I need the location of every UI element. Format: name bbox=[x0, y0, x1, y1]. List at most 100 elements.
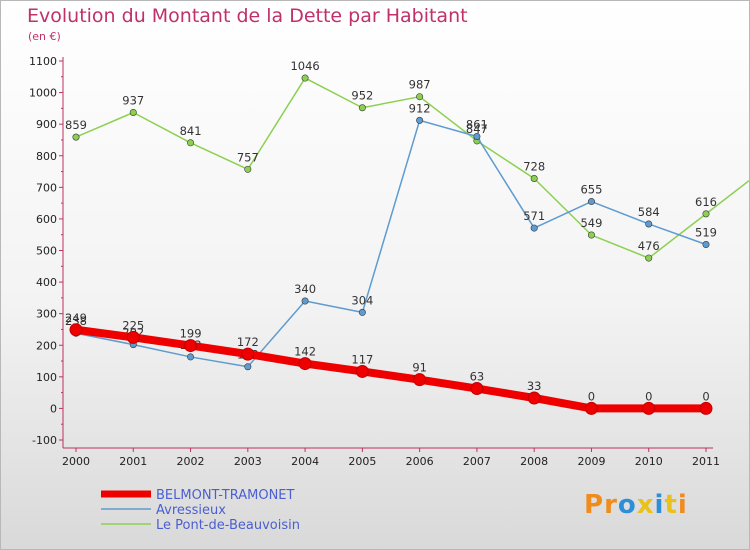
data-point bbox=[355, 364, 369, 378]
chart-unit: (en €) bbox=[28, 30, 61, 43]
data-label: 33 bbox=[527, 379, 542, 393]
data-point bbox=[645, 254, 653, 262]
data-label: 249 bbox=[65, 311, 87, 325]
y-tick-label: 200 bbox=[36, 339, 57, 352]
x-tick-label: 2003 bbox=[234, 455, 262, 468]
x-tick-label: 2009 bbox=[577, 455, 605, 468]
legend-label: Le Pont-de-Beauvoisin bbox=[156, 518, 300, 533]
data-label: 549 bbox=[580, 216, 602, 230]
x-tick-label: 2002 bbox=[177, 455, 205, 468]
y-tick-label: 400 bbox=[36, 276, 57, 289]
data-point bbox=[470, 382, 484, 396]
data-point bbox=[587, 198, 595, 206]
data-point bbox=[358, 104, 366, 112]
data-point bbox=[416, 116, 424, 124]
data-label: 861 bbox=[466, 117, 488, 131]
data-point bbox=[187, 353, 195, 361]
data-point bbox=[69, 323, 83, 337]
data-point bbox=[187, 139, 195, 147]
data-label: 63 bbox=[470, 370, 485, 384]
data-label: 91 bbox=[412, 361, 427, 375]
data-label: 0 bbox=[702, 389, 709, 403]
data-label: 859 bbox=[65, 118, 87, 132]
data-label: 117 bbox=[351, 352, 373, 366]
y-tick-label: 100 bbox=[36, 371, 57, 384]
proxiti-logo: Proxiti bbox=[584, 490, 688, 520]
y-tick-label: 800 bbox=[36, 150, 57, 163]
y-tick-label: 500 bbox=[36, 245, 57, 258]
y-tick-label: 300 bbox=[36, 308, 57, 321]
data-point bbox=[184, 339, 198, 353]
x-tick-label: 2000 bbox=[62, 455, 90, 468]
data-label: 1046 bbox=[290, 59, 319, 73]
data-label: 987 bbox=[409, 78, 431, 92]
data-label: 142 bbox=[294, 345, 316, 359]
data-label: 340 bbox=[294, 282, 316, 296]
data-label: 225 bbox=[122, 318, 144, 332]
data-label: 238 bbox=[65, 314, 87, 328]
data-point bbox=[699, 401, 713, 415]
data-point bbox=[241, 347, 255, 361]
data-label: 304 bbox=[351, 293, 373, 307]
data-point bbox=[358, 308, 366, 316]
data-label: 728 bbox=[523, 159, 545, 173]
data-point bbox=[702, 240, 710, 248]
data-point bbox=[126, 330, 140, 344]
x-tick-label: 2007 bbox=[463, 455, 491, 468]
legend-label: BELMONT-TRAMONET bbox=[156, 488, 295, 503]
data-label: 841 bbox=[180, 124, 202, 138]
x-tick-label: 2010 bbox=[635, 455, 663, 468]
data-point bbox=[642, 401, 656, 415]
x-tick-label: 2006 bbox=[406, 455, 434, 468]
series-line-avressieux bbox=[75, 119, 707, 368]
data-point bbox=[413, 373, 427, 387]
data-point bbox=[244, 165, 252, 173]
data-point bbox=[473, 132, 481, 140]
data-point bbox=[702, 210, 710, 218]
data-label: 199 bbox=[180, 327, 202, 341]
series-line-belmont-tramonet bbox=[75, 325, 706, 413]
data-point bbox=[584, 401, 598, 415]
legend-label: Avressieux bbox=[156, 503, 226, 518]
y-tick-label: 0 bbox=[50, 402, 57, 415]
x-tick-label: 2004 bbox=[291, 455, 319, 468]
data-label: 937 bbox=[122, 93, 144, 107]
data-label: 0 bbox=[588, 389, 595, 403]
y-tick-label: -100 bbox=[32, 434, 57, 447]
data-point bbox=[530, 224, 538, 232]
data-label: 519 bbox=[695, 225, 717, 239]
chart-title: Evolution du Montant de la Dette par Hab… bbox=[27, 5, 468, 27]
y-tick-label: 1100 bbox=[29, 55, 57, 68]
data-label: 952 bbox=[351, 89, 373, 103]
y-tick-label: 600 bbox=[36, 213, 57, 226]
data-label: 476 bbox=[638, 239, 660, 253]
x-tick-label: 2001 bbox=[119, 455, 147, 468]
data-point bbox=[72, 133, 80, 141]
data-label: 655 bbox=[580, 183, 602, 197]
data-point bbox=[129, 108, 137, 116]
data-label: 616 bbox=[695, 195, 717, 209]
data-point bbox=[298, 357, 312, 371]
y-tick-label: 700 bbox=[36, 181, 57, 194]
data-label: 912 bbox=[409, 101, 431, 115]
data-label: 172 bbox=[237, 335, 259, 349]
data-point bbox=[587, 231, 595, 239]
data-point bbox=[244, 363, 252, 371]
data-label: 584 bbox=[638, 205, 660, 219]
data-label: 847 bbox=[466, 122, 488, 136]
data-label: 571 bbox=[523, 209, 545, 223]
data-label: 757 bbox=[237, 150, 259, 164]
data-label: 0 bbox=[645, 389, 652, 403]
data-point bbox=[301, 74, 309, 82]
y-tick-label: 900 bbox=[36, 118, 57, 131]
data-point bbox=[301, 297, 309, 305]
data-point bbox=[530, 174, 538, 182]
data-point bbox=[527, 391, 541, 405]
x-tick-label: 2005 bbox=[348, 455, 376, 468]
data-point bbox=[416, 93, 424, 101]
x-tick-label: 2011 bbox=[692, 455, 720, 468]
data-point bbox=[645, 220, 653, 228]
x-tick-label: 2008 bbox=[520, 455, 548, 468]
